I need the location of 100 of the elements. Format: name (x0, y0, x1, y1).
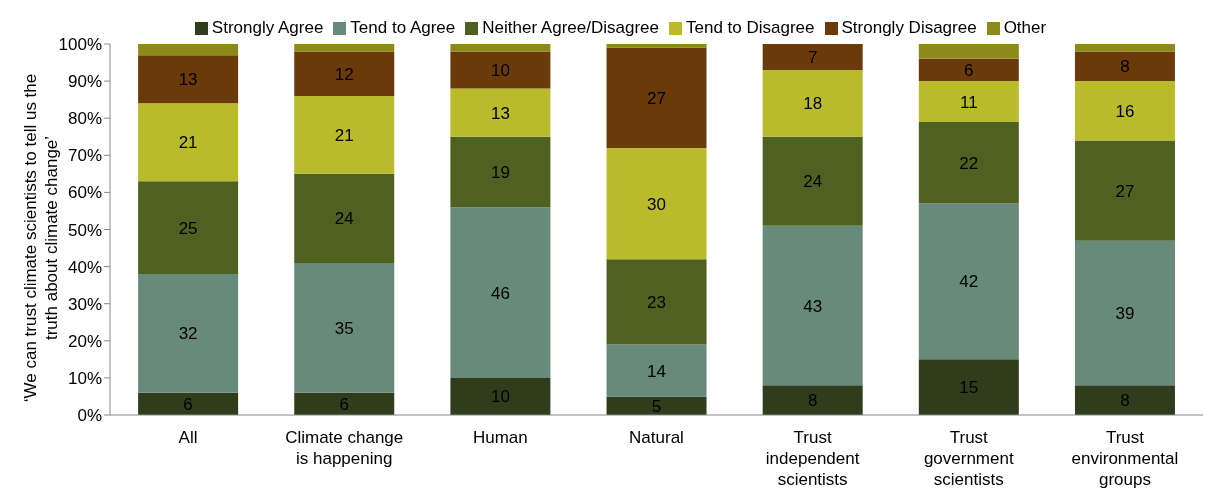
bar (918, 203, 1019, 360)
bar (294, 44, 395, 52)
y-tick-label: 60% (67, 183, 102, 203)
data-label: 6 (339, 394, 349, 414)
bar (918, 58, 1019, 82)
data-label: 42 (959, 272, 979, 292)
data-label: 46 (490, 283, 510, 303)
x-tick-label: Natural (629, 428, 684, 447)
legend-label: Neither Agree/Disagree (482, 18, 659, 37)
bar (294, 392, 395, 415)
bar (450, 88, 551, 137)
x-tick-label: Trust environmental groups (1071, 428, 1179, 489)
y-axis-title: ‘We can trust climate scientists to tell us the truth about climate change’ (21, 73, 61, 403)
bar (294, 51, 395, 96)
y-tick-label: 50% (67, 220, 102, 240)
x-tick-label: Climate change is happening (285, 428, 404, 468)
bar (450, 207, 551, 378)
bar (918, 359, 1019, 415)
bar (606, 47, 707, 148)
legend-label: Tend to Agree (350, 18, 456, 37)
data-label: 16 (1115, 101, 1135, 121)
data-label: 8 (807, 391, 818, 411)
y-tick-label: 80% (67, 109, 102, 129)
y-tick-label: 30% (67, 294, 102, 314)
bar (294, 173, 395, 263)
data-label: 24 (803, 172, 823, 192)
bar (138, 181, 239, 275)
bar (450, 44, 551, 52)
bar (762, 385, 863, 415)
data-label: 19 (490, 163, 510, 183)
data-label: 8 (1120, 391, 1130, 411)
x-tick-label: Human (472, 428, 528, 447)
bar (138, 55, 239, 104)
data-label: 25 (178, 218, 198, 238)
bar (450, 377, 551, 415)
legend-label: Tend to Disagree (685, 18, 815, 37)
bar (918, 121, 1019, 204)
bar (606, 147, 707, 260)
bar (918, 81, 1019, 122)
x-tick-label: All (178, 428, 198, 447)
data-label: 14 (647, 361, 666, 381)
data-label: 12 (334, 64, 354, 84)
y-tick-label: 20% (67, 331, 102, 351)
data-label: 6 (183, 394, 193, 414)
x-tick-label: Trust government scientists (923, 428, 1014, 489)
bar (138, 274, 239, 393)
legend-label: Strongly Disagree (841, 18, 977, 37)
bar (450, 51, 551, 89)
data-label: 23 (647, 292, 666, 312)
bar (762, 44, 863, 70)
y-tick-label: 70% (67, 146, 102, 166)
data-label: 7 (807, 48, 818, 68)
data-label: 5 (651, 396, 662, 416)
data-label: 11 (959, 92, 978, 112)
y-tick-label: 40% (67, 257, 102, 277)
data-label: 30 (647, 194, 666, 214)
data-label: 39 (1115, 304, 1135, 324)
bar (294, 95, 395, 174)
bar (1074, 385, 1175, 415)
bar (918, 44, 1019, 59)
data-label: 43 (803, 296, 823, 316)
data-label: 21 (178, 133, 198, 153)
x-tick-label: Trust independent scientists (765, 428, 860, 489)
bar (138, 392, 239, 415)
data-label: 35 (334, 318, 354, 338)
bar (762, 69, 863, 137)
data-label: 27 (1115, 181, 1135, 201)
y-tick-label: 10% (67, 368, 102, 388)
bar (1074, 240, 1175, 386)
data-label: 18 (803, 94, 823, 114)
data-label: 15 (959, 378, 979, 398)
bar (606, 259, 707, 345)
bar (606, 44, 707, 48)
bar (138, 103, 239, 182)
data-label: 8 (1120, 57, 1130, 77)
y-tick-label: 100% (58, 35, 102, 55)
data-label: 10 (490, 61, 510, 81)
y-tick-label: 0% (77, 406, 102, 426)
bar (1074, 51, 1175, 82)
legend-label: Strongly Agree (211, 18, 324, 37)
bar (762, 225, 863, 386)
data-label: 6 (964, 61, 974, 81)
data-label: 22 (959, 153, 979, 173)
bar (762, 136, 863, 226)
bar (450, 136, 551, 208)
data-label: 24 (334, 209, 354, 229)
data-label: 27 (647, 88, 666, 108)
y-tick-label: 90% (67, 72, 102, 92)
bar (1074, 140, 1175, 241)
bar (1074, 44, 1175, 52)
data-label: 21 (334, 125, 354, 145)
data-label: 10 (490, 387, 510, 407)
bar (138, 44, 239, 56)
data-label: 13 (490, 103, 510, 123)
bar (606, 344, 707, 397)
bar (606, 396, 707, 415)
data-label: 13 (178, 70, 198, 90)
bar (1074, 81, 1175, 141)
data-label: 32 (178, 324, 198, 344)
bar (294, 262, 395, 393)
